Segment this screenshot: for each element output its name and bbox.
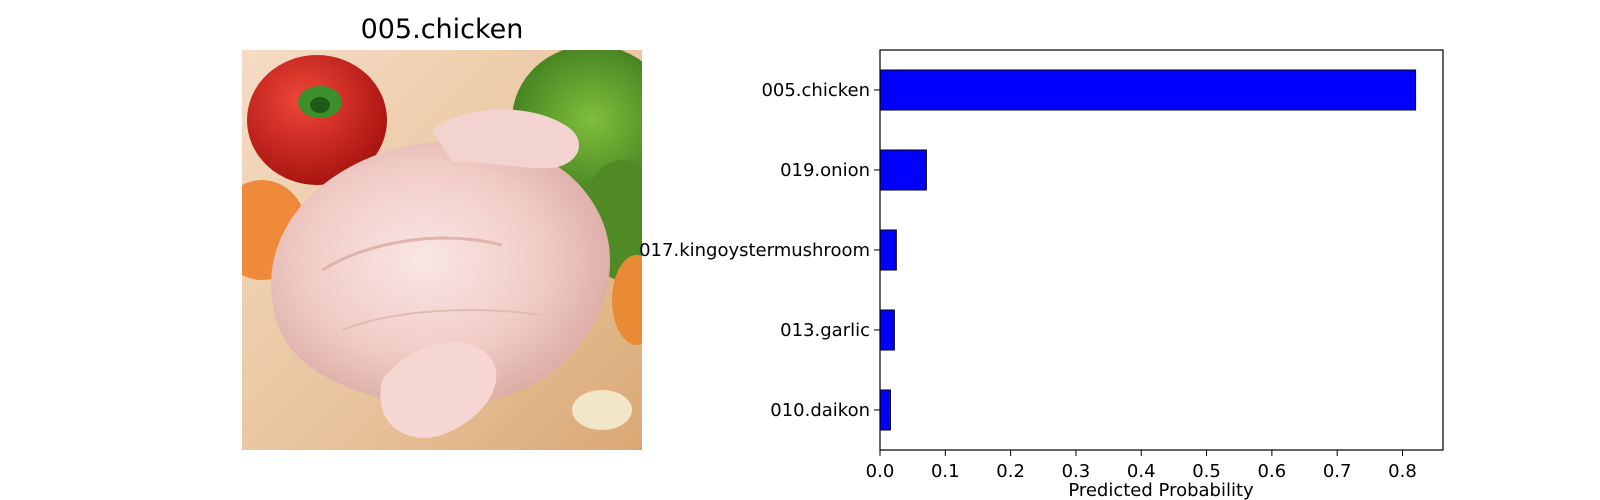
x-tick-label: 0.8 [1388,461,1417,482]
x-tick-label: 0.4 [1127,461,1156,482]
x-tick-label: 0.5 [1192,461,1221,482]
chicken-photo [242,50,642,450]
x-tick-label: 0.3 [1062,461,1091,482]
bar-017.kingoystermushroom [879,229,897,271]
bar-013.garlic [879,309,895,351]
y-tick-label: 017.kingoystermushroom [639,240,870,261]
bar-005.chicken [879,69,1417,111]
y-tick-label: 013.garlic [780,320,870,341]
x-axis-label: Predicted Probability [1068,480,1254,500]
x-tick-label: 0.6 [1258,461,1287,482]
bar-019.onion [879,149,927,191]
x-tick-label: 0.0 [866,461,895,482]
y-tick-label: 010.daikon [770,400,870,421]
bar-010.daikon [879,389,891,431]
y-tick-label: 019.onion [780,160,870,181]
x-tick-label: 0.7 [1323,461,1352,482]
x-tick-label: 0.1 [931,461,960,482]
y-tick-label: 005.chicken [761,80,870,101]
x-tick-label: 0.2 [996,461,1025,482]
image-title: 005.chicken [360,14,524,45]
